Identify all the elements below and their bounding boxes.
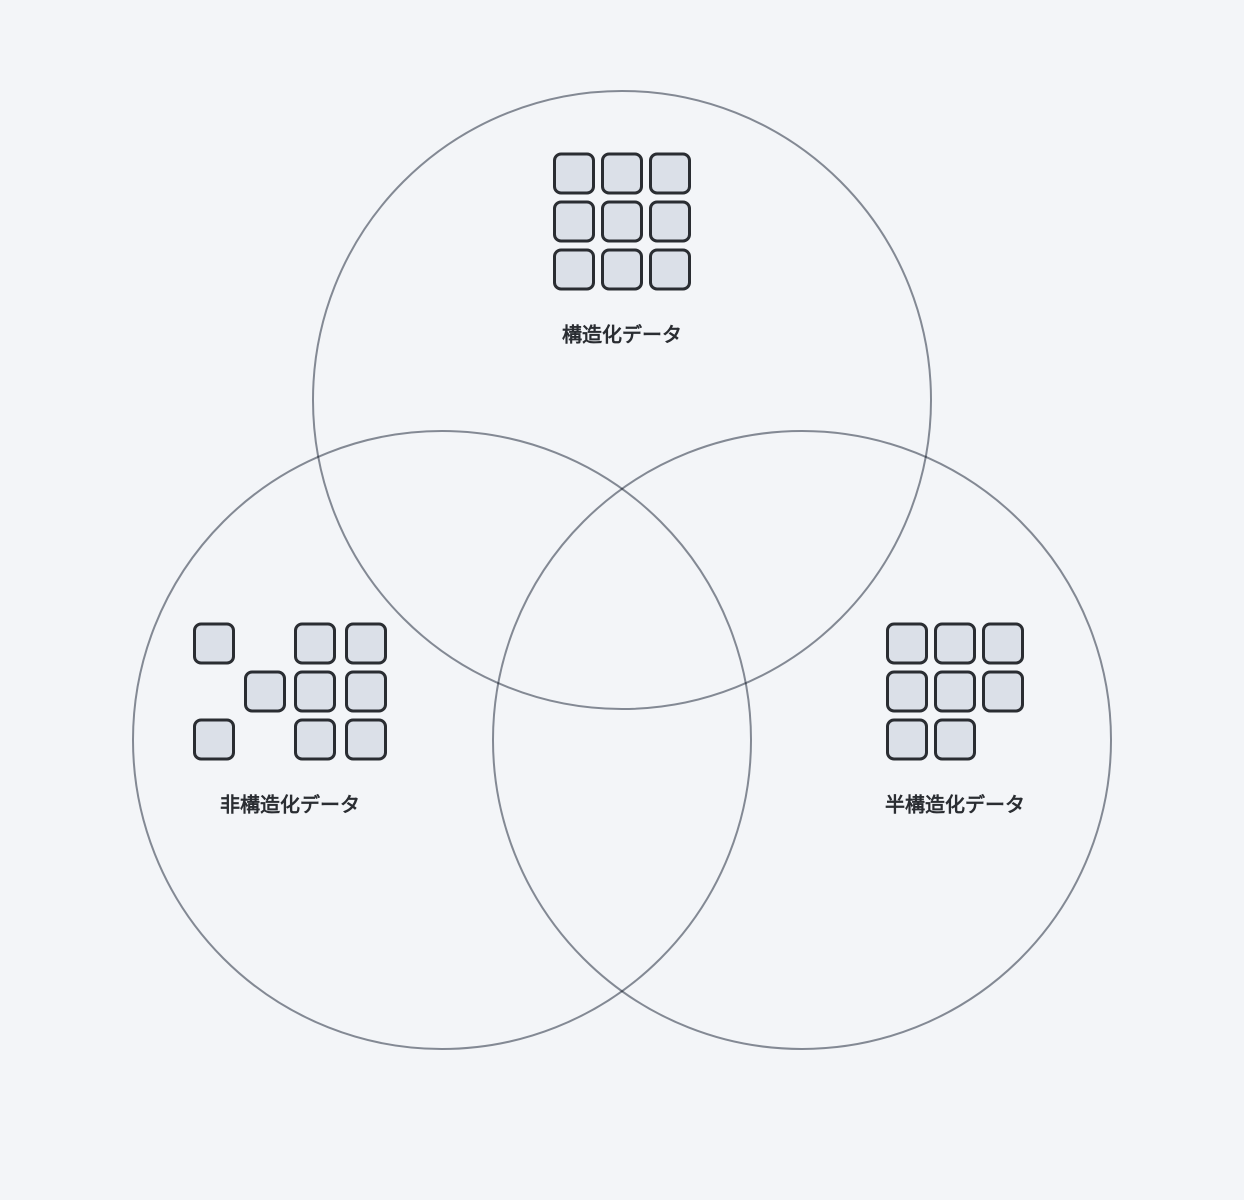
grid-cell-icon (934, 671, 976, 713)
structured-group: 構造化データ (553, 153, 691, 348)
grid-cell-icon (193, 719, 235, 761)
semistructured-group: 半構造化データ (885, 623, 1025, 818)
grid-cell-icon (649, 201, 691, 243)
grid-cell-icon (601, 201, 643, 243)
grid-cell-icon (982, 623, 1024, 665)
unstructured-grid-icon (192, 623, 388, 761)
grid-cell-icon (553, 201, 595, 243)
semistructured-label: 半構造化データ (885, 789, 1025, 818)
grid-cell-icon (345, 623, 387, 665)
grid-cell-icon (649, 153, 691, 195)
grid-cell-icon (345, 671, 387, 713)
grid-cell-icon (934, 719, 976, 761)
structured-label: 構造化データ (562, 319, 682, 348)
grid-cell-icon (886, 623, 928, 665)
grid-cell-icon (345, 719, 387, 761)
grid-cell-icon (193, 623, 235, 665)
unstructured-group: 非構造化データ (192, 623, 388, 818)
grid-cell-icon (553, 249, 595, 291)
grid-cell-icon (886, 671, 928, 713)
structured-grid-icon (553, 153, 691, 291)
grid-cell-icon (601, 153, 643, 195)
grid-cell-icon (886, 719, 928, 761)
semistructured-grid-icon (886, 623, 1024, 761)
grid-cell-icon (649, 249, 691, 291)
venn-diagram: 構造化データ 非構造化データ 半構造化データ (0, 0, 1244, 1200)
grid-cell-icon (294, 623, 336, 665)
grid-cell-icon (294, 671, 336, 713)
grid-cell-icon (294, 719, 336, 761)
grid-cell-icon (982, 671, 1024, 713)
grid-cell-icon (934, 623, 976, 665)
unstructured-label: 非構造化データ (220, 789, 360, 818)
grid-cell-icon (244, 671, 286, 713)
grid-cell-icon (601, 249, 643, 291)
grid-cell-icon (553, 153, 595, 195)
